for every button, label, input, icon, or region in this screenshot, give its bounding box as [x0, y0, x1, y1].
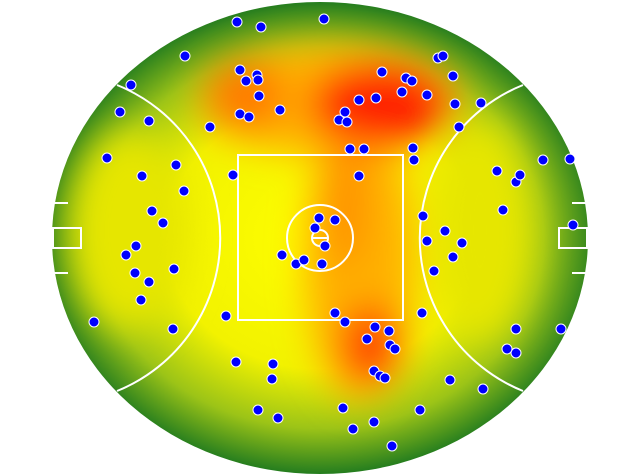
point	[231, 16, 243, 28]
point	[339, 316, 351, 328]
point	[353, 170, 365, 182]
point	[537, 154, 549, 166]
point	[564, 153, 576, 165]
point	[243, 111, 255, 123]
point	[143, 276, 155, 288]
point	[396, 86, 408, 98]
point	[421, 89, 433, 101]
point	[510, 323, 522, 335]
point	[170, 159, 182, 171]
point	[255, 21, 267, 33]
point	[379, 372, 391, 384]
point	[361, 333, 373, 345]
left-arc	[116, 84, 222, 392]
point	[168, 263, 180, 275]
point	[417, 210, 429, 222]
point	[376, 66, 388, 78]
point	[421, 235, 433, 247]
left-goal-square	[52, 227, 82, 249]
point	[329, 214, 341, 226]
point	[414, 404, 426, 416]
point	[341, 116, 353, 128]
point	[114, 106, 126, 118]
point	[368, 416, 380, 428]
point	[234, 64, 246, 76]
point	[497, 204, 509, 216]
point	[252, 404, 264, 416]
point	[274, 104, 286, 116]
point	[313, 212, 325, 224]
point	[319, 240, 331, 252]
centre-circle	[286, 204, 354, 272]
point	[178, 185, 190, 197]
point	[353, 94, 365, 106]
point	[369, 321, 381, 333]
point	[266, 373, 278, 385]
point	[234, 108, 246, 120]
point	[510, 347, 522, 359]
point	[477, 383, 489, 395]
point	[567, 219, 579, 231]
point	[428, 265, 440, 277]
point	[453, 121, 465, 133]
point	[449, 98, 461, 110]
point	[447, 251, 459, 263]
point	[136, 170, 148, 182]
point	[344, 143, 356, 155]
centre-square	[237, 154, 404, 321]
point	[88, 316, 100, 328]
point	[337, 402, 349, 414]
point	[230, 356, 242, 368]
point	[220, 310, 232, 322]
point	[406, 75, 418, 87]
point	[501, 343, 513, 355]
point	[143, 115, 155, 127]
point	[204, 121, 216, 133]
point	[276, 249, 288, 261]
point	[318, 13, 330, 25]
point	[444, 374, 456, 386]
point	[272, 412, 284, 424]
point	[309, 222, 321, 234]
point	[179, 50, 191, 62]
point	[252, 74, 264, 86]
point	[370, 92, 382, 104]
point	[555, 323, 567, 335]
point	[157, 217, 169, 229]
point	[130, 240, 142, 252]
point	[437, 50, 449, 62]
point	[386, 440, 398, 452]
point	[383, 325, 395, 337]
point	[407, 142, 419, 154]
point	[227, 169, 239, 181]
field-markings	[52, 84, 588, 392]
point	[408, 154, 420, 166]
point	[129, 267, 141, 279]
point	[253, 90, 265, 102]
point	[389, 343, 401, 355]
point	[125, 79, 137, 91]
point	[240, 75, 252, 87]
point	[475, 97, 487, 109]
point	[135, 294, 147, 306]
point	[120, 249, 132, 261]
point	[491, 165, 503, 177]
point	[416, 307, 428, 319]
point	[298, 254, 310, 266]
point	[358, 143, 370, 155]
point	[146, 205, 158, 217]
point	[101, 152, 113, 164]
point	[439, 225, 451, 237]
right-arc	[418, 84, 524, 392]
point	[347, 423, 359, 435]
point	[514, 169, 526, 181]
point	[267, 358, 279, 370]
point	[167, 323, 179, 335]
point	[456, 237, 468, 249]
point	[316, 258, 328, 270]
point	[329, 307, 341, 319]
point	[447, 70, 459, 82]
